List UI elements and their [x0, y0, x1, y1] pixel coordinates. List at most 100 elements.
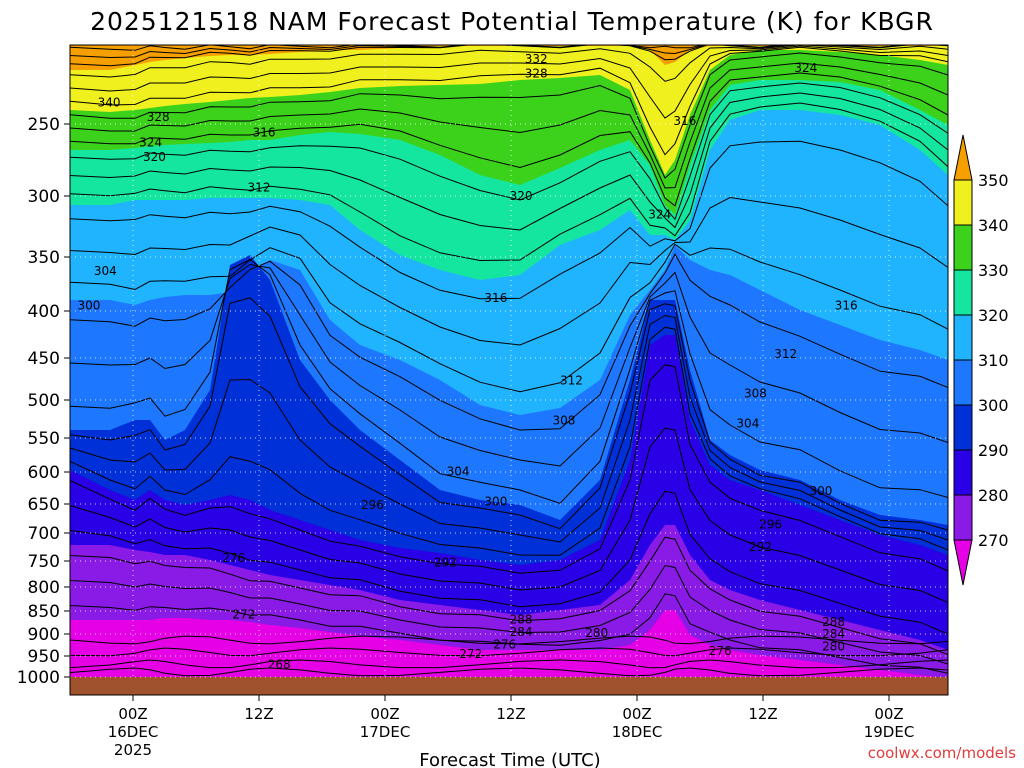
colorbar-segment: [953, 314, 973, 361]
plot-frame: [69, 44, 949, 696]
y-tick-label: 650: [28, 495, 60, 515]
x-tick-label: 2025: [114, 741, 152, 759]
contour-label: 320: [510, 189, 533, 203]
contour-label: 316: [673, 114, 696, 128]
contour-label: 300: [484, 494, 507, 508]
contour-label: 284: [510, 625, 533, 639]
pressure-axis: 250 300 350 400 450 500 550 600 650 700 750 800 850 9…: [17, 115, 70, 688]
contour-line: [70, 196, 948, 346]
contour-line: [70, 258, 948, 504]
colorbar-label: 270: [978, 531, 1009, 550]
y-tick-label: 900: [28, 625, 60, 645]
y-tick-label: 500: [28, 391, 60, 411]
contour-line: [70, 667, 948, 677]
contour-line: [70, 593, 948, 674]
contour-line: [70, 564, 948, 665]
x-tick-label: 17DEC: [360, 723, 411, 741]
y-tick-label: 800: [28, 578, 60, 598]
colorbar-label: 310: [978, 351, 1009, 370]
contour-label: 320: [143, 150, 166, 164]
chart-title: 2025121518 NAM Forecast Potential Temper…: [90, 7, 934, 36]
contour-label: 292: [434, 556, 457, 570]
contour-line: [70, 72, 948, 207]
contour-label: 316: [835, 299, 858, 313]
contour-line: [70, 45, 948, 82]
contour-line: [70, 314, 948, 543]
contour-line: [70, 253, 948, 431]
y-tick-label: 1000: [17, 668, 60, 688]
colorbar: 270 280 290 300 310 320 330 340 350: [953, 134, 1009, 586]
contour-labels: 3403283243203163123043003323283203243163…: [77, 52, 857, 671]
x-tick-label: 18DEC: [612, 723, 663, 741]
contour-label: 276: [493, 638, 516, 652]
x-tick-label: 12Z: [496, 705, 525, 723]
colorbar-segment: [953, 359, 973, 406]
contour-label: 280: [822, 639, 845, 653]
contour-label: 268: [268, 657, 291, 671]
plot-area: [70, 45, 948, 695]
colorbar-label: 350: [978, 171, 1009, 190]
x-tick-label: 00Z: [874, 705, 903, 723]
colorbar-segment: [953, 494, 973, 541]
x-tick-label: 00Z: [370, 705, 399, 723]
y-tick-label: 750: [28, 552, 60, 572]
colorbar-label: 340: [978, 216, 1009, 235]
contour-label: 304: [447, 464, 470, 478]
contour-line: [70, 45, 948, 119]
colorbar-segment: [953, 224, 973, 271]
contour-label: 316: [253, 126, 276, 140]
contour-label: 316: [484, 291, 507, 305]
x-tick-label: 16DEC: [108, 723, 159, 741]
x-tick-label: 19DEC: [864, 723, 915, 741]
contour-label: 284: [822, 627, 845, 641]
colorbar-label: 280: [978, 486, 1009, 505]
y-tick-label: 550: [28, 429, 60, 449]
y-tick-label: 400: [28, 302, 60, 322]
contour-line: [70, 364, 948, 574]
y-tick-label: 250: [28, 115, 60, 135]
x-tick-label: 12Z: [748, 705, 777, 723]
x-tick-label: 00Z: [622, 705, 651, 723]
contour-label: 300: [810, 484, 833, 498]
contour-label: 292: [749, 540, 772, 554]
y-tick-label: 300: [28, 187, 60, 207]
y-tick-label: 950: [28, 647, 60, 667]
contour-label: 296: [759, 517, 782, 531]
contour-label: 288: [822, 615, 845, 629]
contour-line: [70, 92, 948, 231]
contour-line: [70, 647, 948, 657]
contour-label: 312: [774, 347, 797, 361]
contour-label: 324: [139, 136, 162, 150]
contour-line: [70, 45, 948, 67]
contour-label: 312: [248, 180, 271, 194]
ground-surface: [70, 677, 948, 695]
colorbar-segment: [953, 449, 973, 496]
colorbar-segment: [953, 179, 973, 226]
temperature-bands: [70, 45, 948, 695]
credit-text: coolwx.com/models: [868, 744, 1016, 762]
contour-label: 300: [77, 299, 100, 313]
contour-label: 280: [585, 626, 608, 640]
y-tick-label: 350: [28, 248, 60, 268]
contour-label: 276: [709, 644, 732, 658]
colorbar-label: 320: [978, 306, 1009, 325]
contour-label: 332: [525, 52, 548, 66]
contour-line: [70, 326, 948, 556]
colorbar-label: 290: [978, 441, 1009, 460]
colorbar-label: 330: [978, 261, 1009, 280]
contour-line: [70, 536, 948, 656]
contour-line: [70, 490, 948, 635]
y-tick-label: 700: [28, 524, 60, 544]
contour-label: 296: [361, 498, 384, 512]
colorbar-segment: [953, 404, 973, 451]
colorbar-label: 300: [978, 396, 1009, 415]
contour-line: [70, 635, 948, 645]
x-axis-label: Forecast Time (UTC): [419, 750, 600, 768]
colorbar-segment: [953, 269, 973, 316]
contour-line: [70, 62, 948, 189]
colorbar-bottom-arrow: [953, 539, 973, 586]
contour-line: [70, 102, 948, 262]
contour-label: 276: [222, 551, 245, 565]
contour-line: [70, 46, 948, 156]
